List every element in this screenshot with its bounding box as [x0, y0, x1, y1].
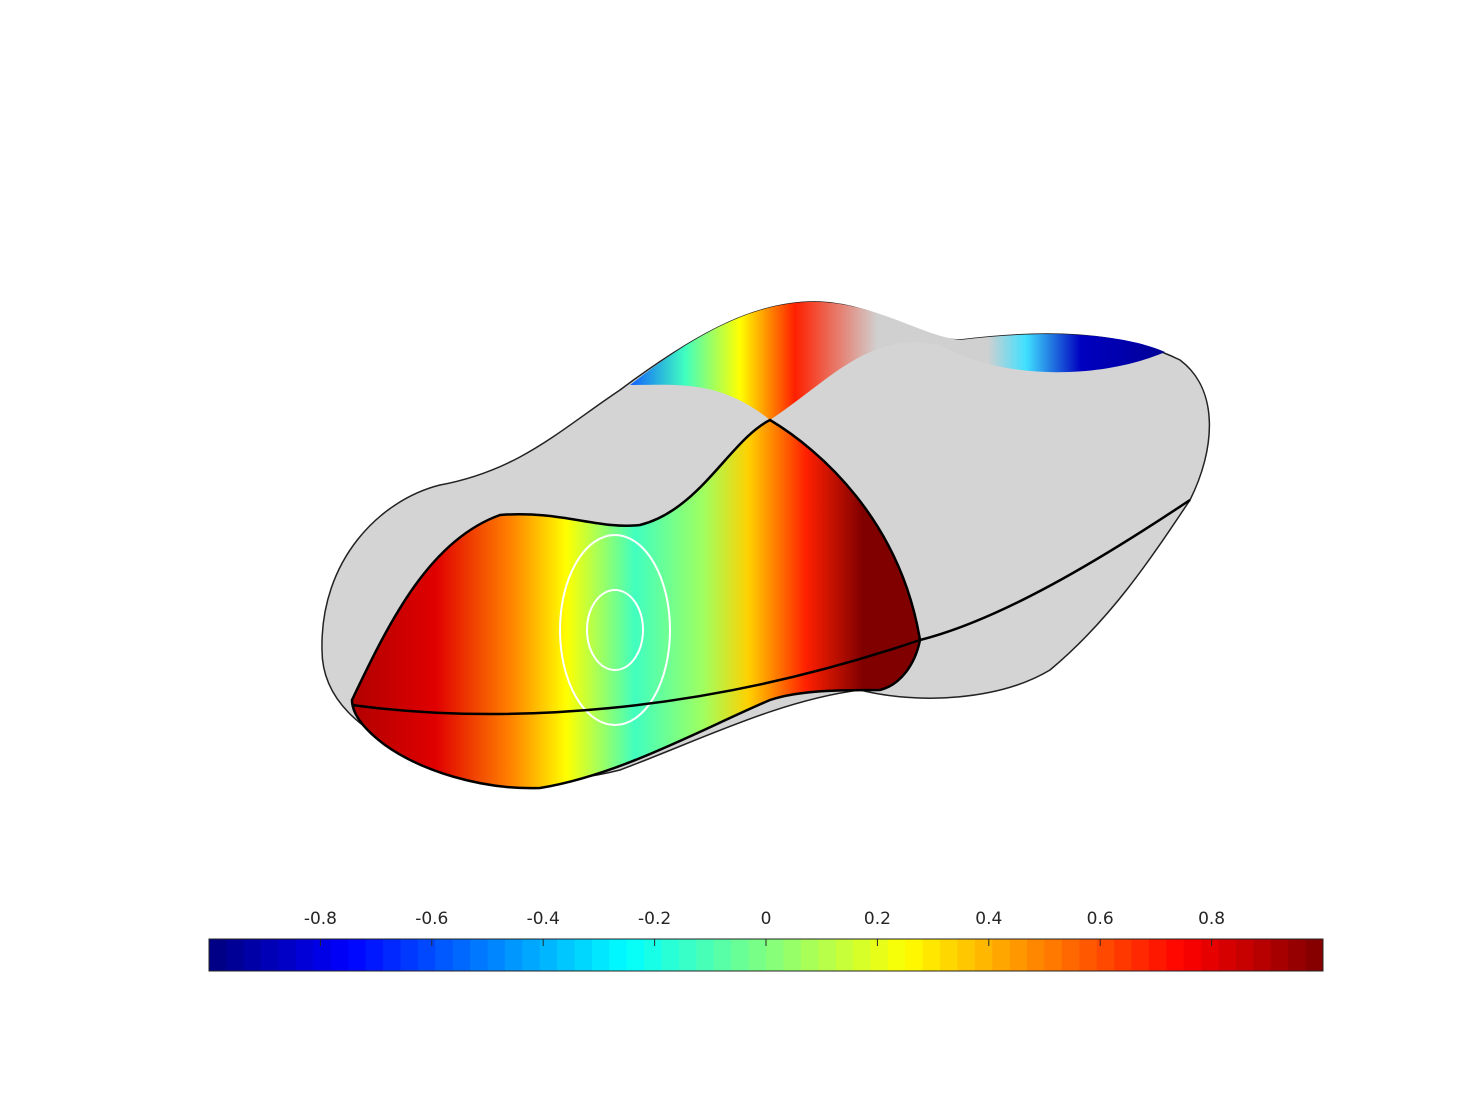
colorbar-cell	[330, 939, 349, 971]
colorbar-cell	[1027, 939, 1045, 971]
colorbar-cell	[574, 939, 593, 971]
colorbar-cell	[557, 939, 576, 971]
colorbar-cell	[383, 939, 401, 971]
colorbar: -0.8 -0.6 -0.4 -0.2 0 0.2 0.4 0.6 0.8	[208, 909, 1324, 972]
colorbar-cell	[278, 939, 297, 971]
colorbar-cell	[365, 939, 384, 971]
colorbar-tick-label: 0.4	[975, 909, 1002, 929]
colorbar-cell	[887, 939, 906, 971]
contour	[586, 589, 644, 671]
colorbar-cell	[400, 939, 419, 971]
colorbar-cell	[853, 939, 871, 971]
colorbar-cell	[609, 939, 628, 971]
colorbar-tick-label: 0.2	[864, 909, 891, 929]
colorbar-cell	[1270, 939, 1289, 971]
colorbar-cell	[626, 939, 645, 971]
colorbar-cell	[243, 939, 262, 971]
colorbar-cell	[696, 939, 715, 971]
colorbar-cell	[539, 939, 558, 971]
colorbar-cell	[452, 939, 471, 971]
colorbar-cell	[417, 939, 436, 971]
colorbar-cell	[940, 939, 958, 971]
colorbar-cell	[835, 939, 854, 971]
colorbar-cell	[974, 939, 993, 971]
colorbar-cell	[713, 939, 732, 971]
colorbar-cell	[783, 939, 802, 971]
colorbar-cell	[922, 939, 941, 971]
colorbar-cell	[1079, 939, 1098, 971]
colorbar-cell	[487, 939, 506, 971]
surface	[321, 301, 1211, 790]
colorbar-cell	[209, 939, 227, 971]
colorbar-cell	[1131, 939, 1150, 971]
colorbar-tick-label: 0.6	[1087, 909, 1114, 929]
colorbar-cell	[1183, 939, 1202, 971]
colorbar-cell	[1148, 939, 1167, 971]
colorbar-cell	[818, 939, 837, 971]
colorbar-cell	[1061, 939, 1080, 971]
colorbar-cell	[226, 939, 245, 971]
colorbar-cell	[522, 939, 541, 971]
colorbar-cell	[678, 939, 697, 971]
colorbar-cell	[261, 939, 280, 971]
colorbar-cell	[296, 939, 314, 971]
colorbar-cell	[905, 939, 924, 971]
colorbar-cell	[313, 939, 332, 971]
colorbar-tick-label: -0.6	[415, 909, 448, 929]
colorbar-cell	[435, 939, 454, 971]
colorbar-cell	[661, 939, 680, 971]
colorbar-cell	[1218, 939, 1237, 971]
colorbar-cell	[1009, 939, 1028, 971]
colorbar-cell	[348, 939, 367, 971]
colorbar-cell	[1305, 939, 1324, 971]
colorbar-cell	[1201, 939, 1220, 971]
colorbar-tick-label: -0.8	[304, 909, 337, 929]
colorbar-cell	[870, 939, 889, 971]
colorbar-cell	[1096, 939, 1115, 971]
colorbar-cell	[957, 939, 976, 971]
colorbar-cell	[800, 939, 819, 971]
colorbar-cell	[1288, 939, 1307, 971]
colorbar-cell	[1114, 939, 1133, 971]
colorbar-cell	[1253, 939, 1272, 971]
colorbar-cell	[731, 939, 750, 971]
surface-top-band	[630, 301, 1165, 420]
colorbar-cell	[748, 939, 767, 971]
colorbar-cell	[1235, 939, 1254, 971]
contour	[559, 534, 671, 726]
colorbar-cell	[992, 939, 1011, 971]
colorbar-cell	[644, 939, 663, 971]
colorbar-cell	[1166, 939, 1185, 971]
colorbar-cell	[504, 939, 523, 971]
colorbar-cell	[470, 939, 488, 971]
colorbar-tick-label: 0	[761, 909, 772, 929]
colorbar-tick-label: -0.2	[638, 909, 671, 929]
colorbar-cell	[1044, 939, 1063, 971]
colorbar-tick-label: -0.4	[527, 909, 560, 929]
colorbar-cell	[766, 939, 784, 971]
seam-line	[351, 498, 1191, 716]
colorbar-tick-label: 0.8	[1198, 909, 1225, 929]
colorbar-cell	[591, 939, 610, 971]
